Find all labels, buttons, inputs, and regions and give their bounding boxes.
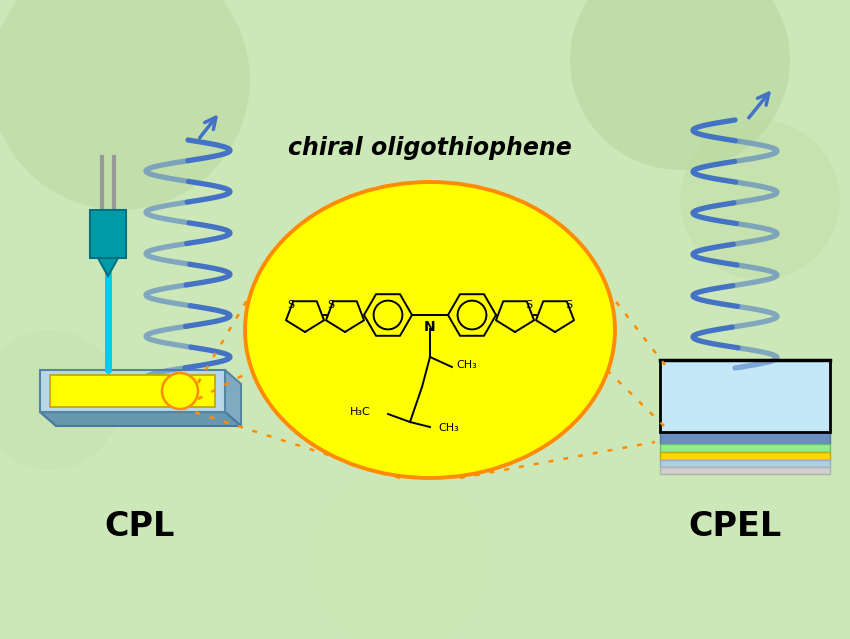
Bar xyxy=(660,467,830,474)
Text: S: S xyxy=(327,300,335,310)
Circle shape xyxy=(0,330,120,470)
Polygon shape xyxy=(98,258,118,276)
Circle shape xyxy=(680,120,840,280)
Bar xyxy=(50,375,215,407)
Text: H₃C: H₃C xyxy=(349,407,371,417)
Bar xyxy=(660,444,830,452)
Bar xyxy=(660,360,830,432)
Text: CH₃: CH₃ xyxy=(438,423,459,433)
Text: CPEL: CPEL xyxy=(688,510,782,543)
Bar xyxy=(40,370,225,412)
Text: CPL: CPL xyxy=(105,510,175,543)
Bar xyxy=(660,432,830,444)
Text: S: S xyxy=(565,300,573,310)
Circle shape xyxy=(162,373,198,409)
Polygon shape xyxy=(225,370,241,426)
Circle shape xyxy=(310,470,490,639)
Text: S: S xyxy=(525,300,533,310)
Circle shape xyxy=(570,0,790,170)
Text: CH₃: CH₃ xyxy=(456,360,477,370)
Ellipse shape xyxy=(245,182,615,478)
Polygon shape xyxy=(40,412,241,426)
Bar xyxy=(660,452,830,460)
Text: chiral oligothiophene: chiral oligothiophene xyxy=(288,136,572,160)
Bar xyxy=(90,210,126,258)
Bar xyxy=(660,460,830,467)
Text: N: N xyxy=(424,320,436,334)
Circle shape xyxy=(0,0,250,210)
Text: S: S xyxy=(287,300,295,310)
